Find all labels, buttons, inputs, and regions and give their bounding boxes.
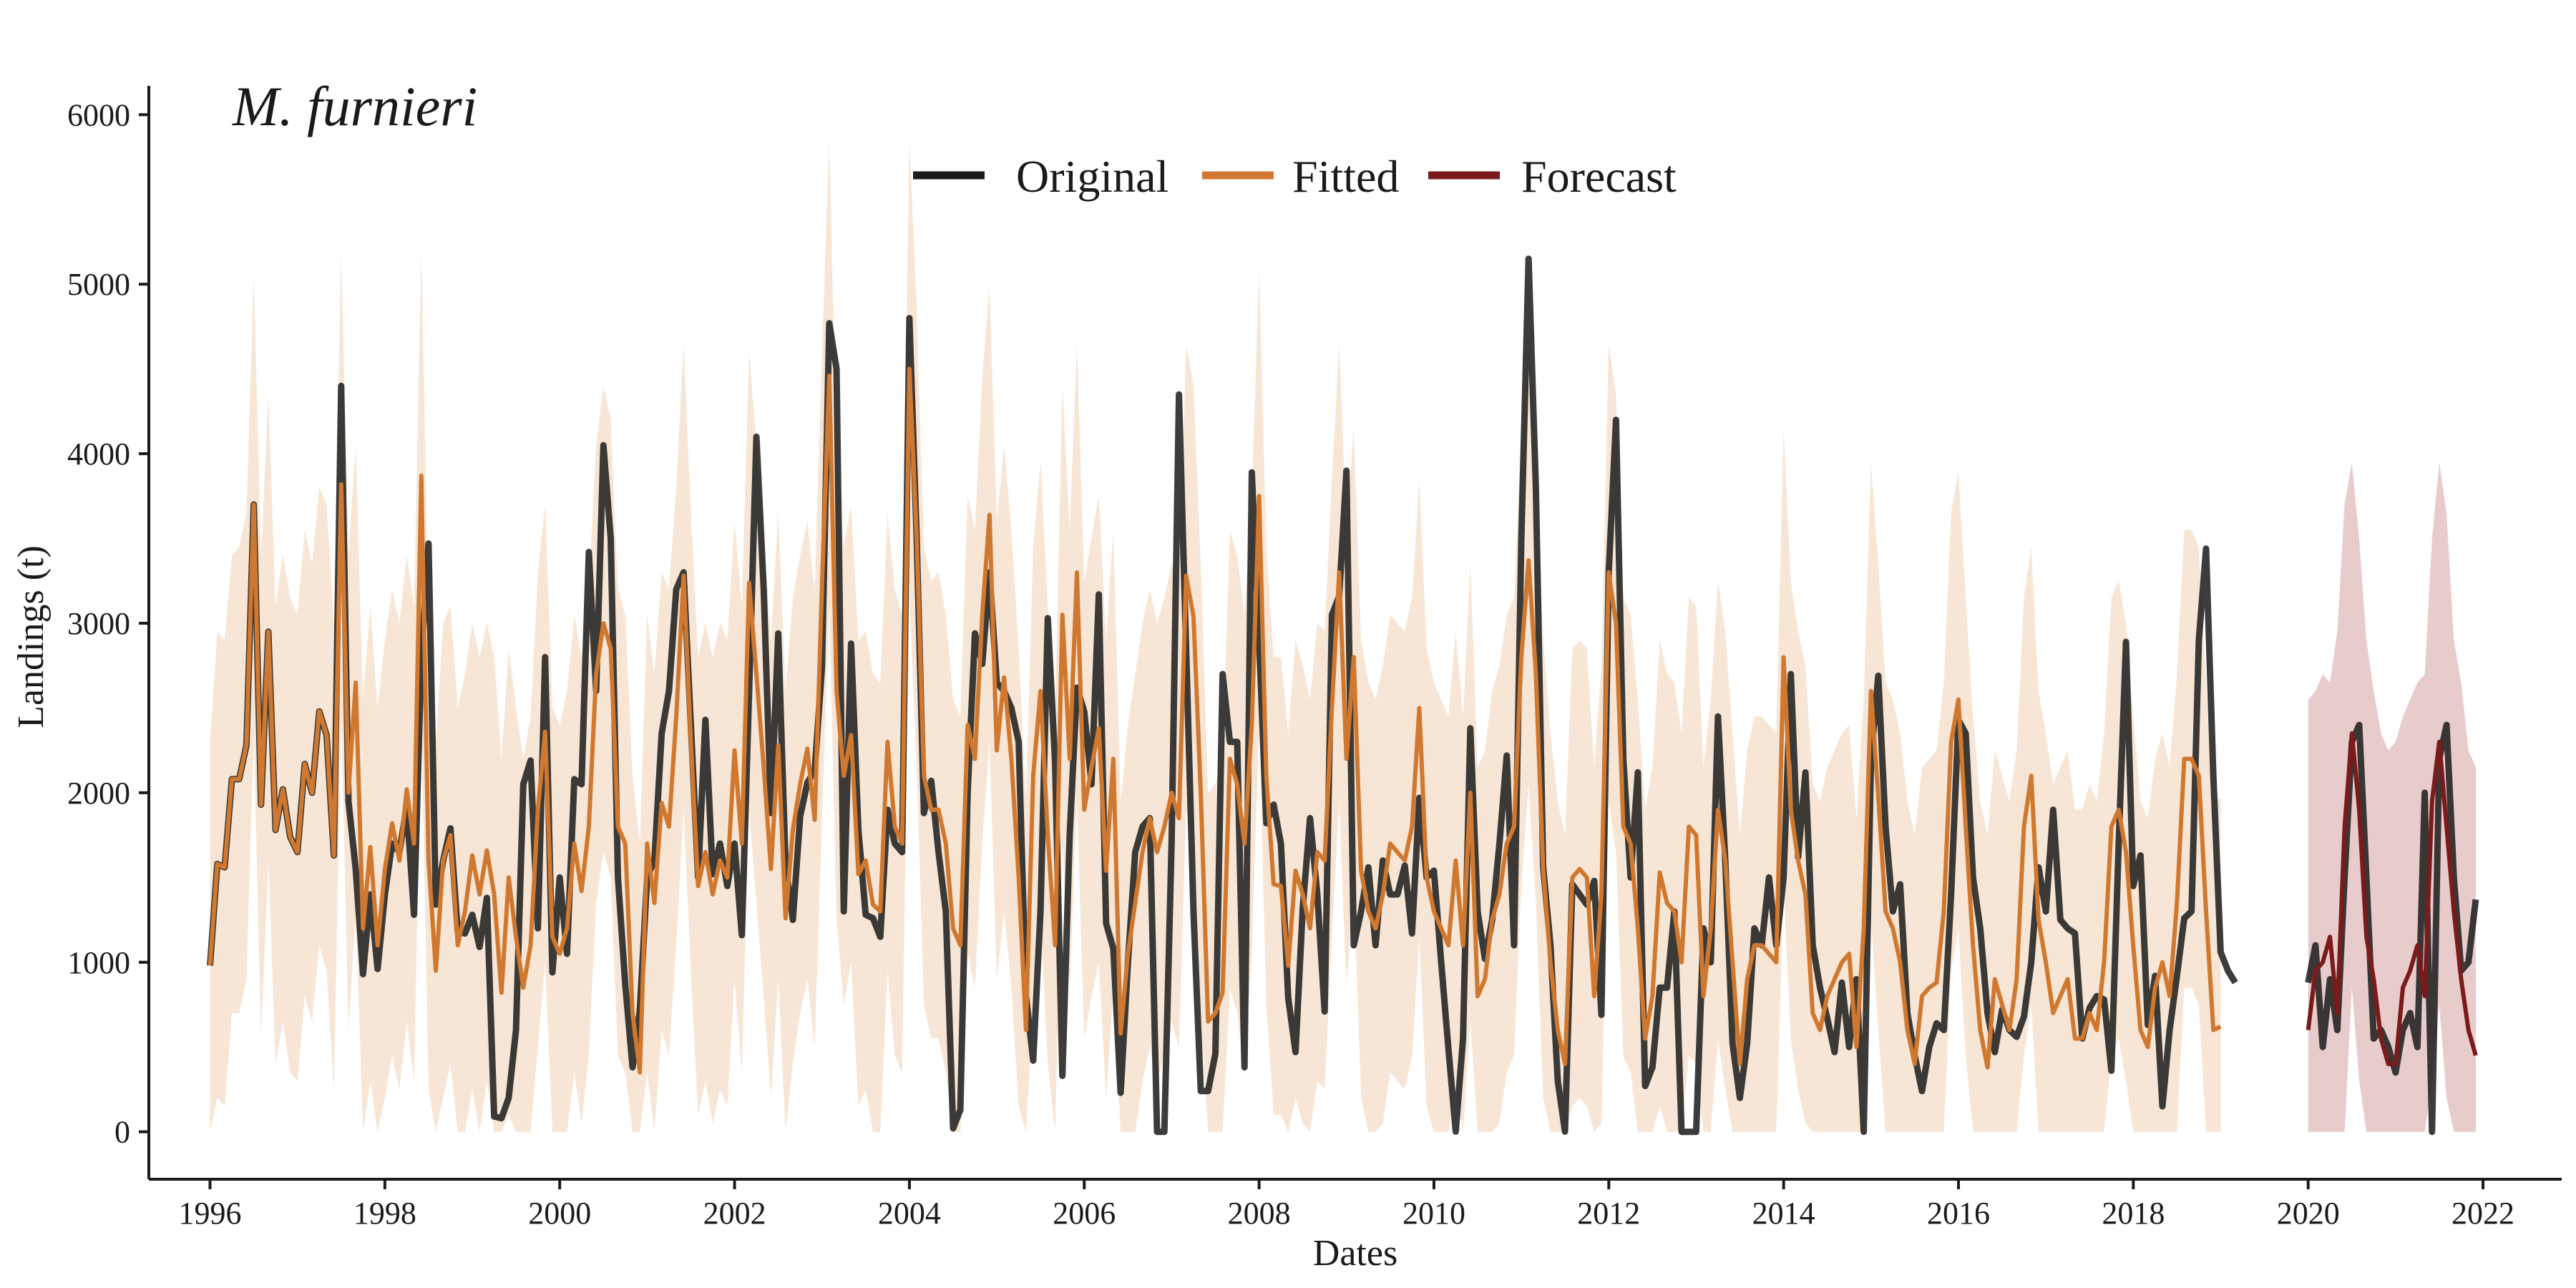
x-tick-label: 1998: [353, 1196, 416, 1231]
axes: [139, 86, 2562, 1189]
x-tick-label: 2012: [1577, 1196, 1640, 1231]
x-tick-label: 2006: [1053, 1196, 1116, 1231]
x-tick-label: 2022: [2451, 1196, 2514, 1231]
y-axis-title: Landings (t): [11, 545, 52, 728]
y-tick-label: 6000: [67, 97, 130, 132]
y-tick-label: 3000: [67, 606, 130, 641]
legend-label-forecast: Forecast: [1521, 151, 1677, 202]
x-tick-label: 2010: [1402, 1196, 1465, 1231]
series-original-2020-line: [2305, 721, 2479, 1136]
y-tick-label: 4000: [67, 436, 130, 472]
x-tick-label: 1996: [179, 1196, 242, 1231]
x-tick-label: 2018: [2102, 1196, 2165, 1231]
x-tick-label: 2000: [528, 1196, 591, 1231]
chart-title: M. furnieri: [232, 75, 477, 137]
x-tick-label: 2020: [2277, 1196, 2340, 1231]
series-lines: [207, 255, 2479, 1136]
series-fitted-line: [208, 366, 2222, 1075]
y-tick-label: 1000: [67, 945, 130, 980]
x-tick-label: 2014: [1752, 1196, 1815, 1231]
x-axis-title: Dates: [1313, 1233, 1397, 1274]
legend-label-fitted: Fitted: [1292, 151, 1399, 202]
x-tick-label: 2016: [1927, 1196, 1990, 1231]
y-tick-label: 0: [114, 1115, 130, 1150]
legend: Original Fitted Forecast: [913, 151, 1677, 202]
legend-label-original: Original: [1016, 151, 1169, 202]
tick-labels: 1996 1998 2000 2002 2004 2006 2008 2010 2012 2014…: [67, 97, 2514, 1231]
x-tick-label: 2002: [703, 1196, 766, 1231]
y-tick-label: 5000: [67, 267, 130, 302]
y-tick-label: 2000: [67, 776, 130, 811]
x-tick-label: 2004: [878, 1196, 941, 1231]
x-tick-label: 2008: [1228, 1196, 1291, 1231]
series-forecast-line: [2306, 731, 2478, 1066]
